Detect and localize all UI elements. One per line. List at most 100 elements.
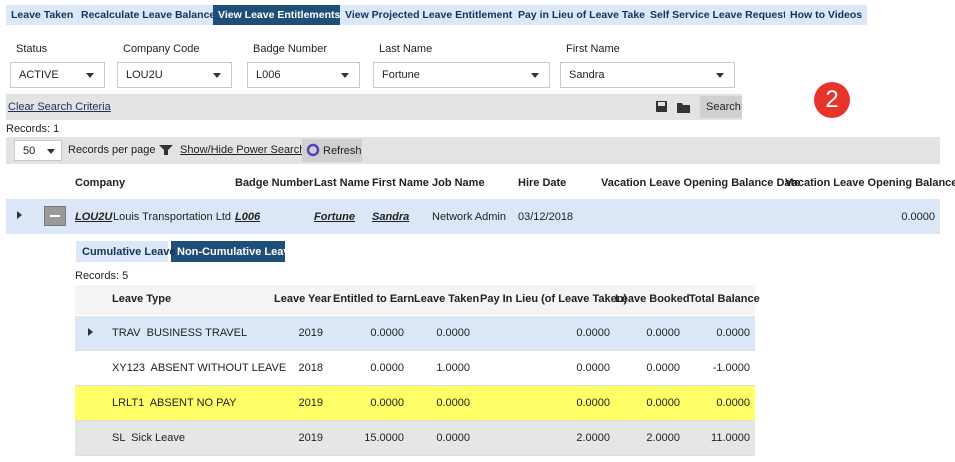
employee-cell: 03/12/2018 — [518, 211, 574, 223]
filter-value: ACTIVE — [19, 69, 59, 81]
nav-tab[interactable]: Pay in Lieu of Leave Taken — [513, 5, 657, 25]
leave-cell: 0.0000 — [370, 397, 404, 409]
leave-cell: 2.0000 — [646, 432, 680, 444]
employee-cell: Network Admin — [432, 211, 506, 223]
column-header: Entitled to Earn — [333, 293, 415, 305]
nav-tab[interactable]: View Projected Leave Entitlements — [340, 5, 524, 25]
column-header: Pay In Lieu (of Leave Taken) — [480, 293, 628, 305]
leave-cell: 0.0000 — [576, 362, 610, 374]
leave-cell: LRLT1 ABSENT NO PAY — [112, 397, 237, 409]
leave-cell: 0.0000 — [716, 397, 750, 409]
sub-tab-bg[interactable] — [171, 241, 285, 262]
leave-cell: 0.0000 — [436, 327, 470, 339]
filter-label: First Name — [566, 43, 620, 55]
column-header: Badge Number — [235, 177, 314, 189]
nav-tab[interactable]: Recalculate Leave Balances — [76, 5, 227, 25]
column-header: Leave Type — [112, 293, 172, 305]
per-page-select[interactable]: 50 — [14, 140, 62, 161]
filter-value: Fortune — [382, 69, 420, 81]
leave-cell: TRAV BUSINESS TRAVEL — [112, 327, 248, 339]
column-header: Leave Taken — [414, 293, 480, 305]
sub-tab[interactable]: Non-Cumulative Leave — [177, 246, 296, 258]
search-button[interactable]: Search — [706, 101, 741, 113]
step-badge: 2 — [814, 82, 850, 118]
leave-cell: 0.0000 — [436, 397, 470, 409]
funnel-icon — [159, 145, 173, 155]
filter-select[interactable]: Sandra — [560, 62, 735, 88]
leave-cell: 0.0000 — [370, 327, 404, 339]
leave-cell: XY123 ABSENT WITHOUT LEAVE — [112, 362, 287, 374]
per-page-label: Records per page — [68, 144, 156, 156]
toolbar — [6, 137, 940, 164]
filter-value: LOU2U — [126, 69, 163, 81]
employee-cell: Louis Transportation Ltd — [113, 211, 232, 223]
leave-row[interactable] — [75, 386, 755, 421]
leave-cell: 0.0000 — [370, 362, 404, 374]
filter-select[interactable]: ACTIVE — [10, 62, 105, 88]
employee-row[interactable] — [6, 199, 940, 234]
leave-cell: SL Sick Leave — [112, 432, 185, 444]
employee-cell: LOU2U — [75, 211, 113, 223]
leave-cell: 2.0000 — [576, 432, 610, 444]
nav-tab[interactable]: Self Service Leave Requests — [645, 5, 798, 25]
refresh-button[interactable]: Refresh — [323, 145, 362, 157]
filter-select[interactable]: Fortune — [373, 62, 550, 88]
filter-select[interactable]: LOU2U — [117, 62, 232, 88]
leave-cell: 2018 — [298, 362, 323, 374]
employee-cell: Fortune — [314, 211, 355, 223]
leave-cell: 0.0000 — [646, 397, 680, 409]
employee-cell: Sandra — [372, 211, 410, 223]
collapse-button[interactable] — [44, 206, 66, 226]
nav-tab[interactable]: View Leave Entitlements — [213, 5, 346, 25]
sub-tab-bg[interactable] — [76, 241, 168, 262]
filter-label: Company Code — [123, 43, 200, 55]
search-button-bg[interactable] — [700, 96, 742, 118]
column-header: Vacation Leave Opening Balance Date — [601, 177, 801, 189]
leave-header — [75, 285, 755, 315]
search-bar — [6, 94, 742, 120]
records-count: Records: 1 — [6, 123, 60, 135]
refresh-icon — [306, 143, 320, 157]
leave-cell: 0.0000 — [646, 362, 680, 374]
sub-records-count: Records: 5 — [75, 270, 129, 282]
filter-label: Status — [16, 43, 48, 55]
column-header: Total Balance — [689, 293, 760, 305]
leave-cell: 15.0000 — [364, 432, 404, 444]
leave-cell: 0.0000 — [576, 327, 610, 339]
nav-tab[interactable]: How to Videos — [785, 5, 868, 25]
column-header: Last Name — [314, 177, 370, 189]
column-header: Job Name — [432, 177, 485, 189]
refresh-button-bg[interactable] — [302, 139, 362, 162]
column-header: Company — [75, 177, 126, 189]
leave-row[interactable] — [75, 351, 755, 386]
nav-tab[interactable]: Leave Taken — [6, 5, 79, 25]
search-icons[interactable] — [655, 100, 691, 114]
leave-cell: 2019 — [298, 327, 323, 339]
leave-cell: -1.0000 — [712, 362, 750, 374]
column-header: Hire Date — [518, 177, 567, 189]
leave-row[interactable] — [75, 421, 755, 456]
clear-search[interactable]: Clear Search Criteria — [8, 101, 111, 113]
column-header: First Name — [372, 177, 429, 189]
filter-value: Sandra — [569, 69, 605, 81]
row-arrow[interactable] — [17, 211, 23, 219]
leave-row[interactable] — [75, 316, 755, 351]
filter-label: Badge Number — [253, 43, 327, 55]
power-search[interactable]: Show/Hide Power Search — [180, 144, 306, 156]
employee-cell: 0.0000 — [901, 211, 935, 223]
row-arrow[interactable] — [88, 328, 93, 336]
leave-cell: 0.0000 — [576, 397, 610, 409]
column-header: Leave Booked — [615, 293, 690, 305]
leave-cell: 11.0000 — [711, 432, 750, 444]
filter-select[interactable]: L006 — [247, 62, 360, 88]
leave-cell: 0.0000 — [716, 327, 750, 339]
leave-cell: 2019 — [298, 432, 323, 444]
sub-tab[interactable]: Cumulative Leave — [82, 246, 176, 258]
leave-cell: 2019 — [298, 397, 323, 409]
leave-cell: 0.0000 — [646, 327, 680, 339]
filter-label: Last Name — [379, 43, 433, 55]
per-page-value: 50 — [23, 145, 36, 157]
leave-cell: 1.0000 — [436, 362, 470, 374]
column-header: Vacation Leave Opening Balance — [785, 177, 955, 189]
